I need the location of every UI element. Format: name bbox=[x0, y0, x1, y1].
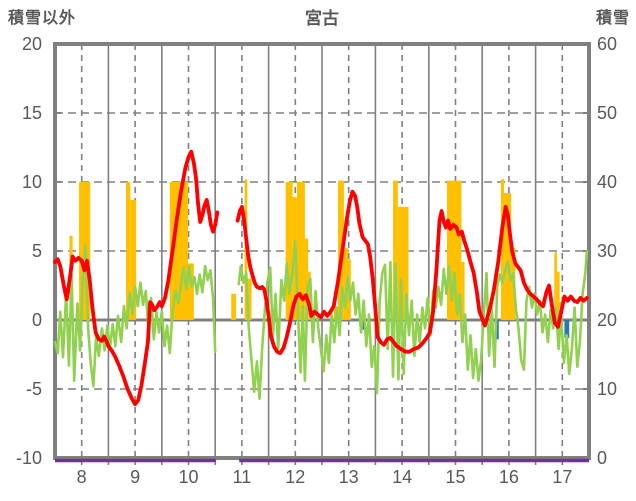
sunshine-bar bbox=[393, 180, 398, 320]
right-axis-tick-label: 30 bbox=[597, 241, 618, 261]
sunshine-bar bbox=[308, 271, 311, 320]
right-axis-tick-label: 40 bbox=[597, 172, 618, 192]
left-axis-tick-label: -5 bbox=[25, 379, 42, 399]
x-axis-tick-label: 16 bbox=[498, 467, 519, 487]
right-axis-tick-label: 50 bbox=[597, 103, 618, 123]
x-axis-tick-label: 11 bbox=[232, 467, 252, 487]
x-axis-tick-label: 12 bbox=[285, 467, 306, 487]
sunshine-bar bbox=[397, 206, 409, 320]
right-axis-tick-label: 10 bbox=[597, 379, 618, 399]
x-axis-tick-label: 8 bbox=[76, 467, 87, 487]
sunshine-bar bbox=[504, 193, 512, 320]
precip-bar bbox=[564, 320, 570, 338]
left-axis-tick-label: -10 bbox=[15, 448, 42, 468]
sunshine-bar bbox=[296, 182, 305, 320]
temperature-line-red bbox=[235, 189, 589, 356]
sunshine-bar bbox=[285, 182, 293, 320]
sunshine-bar bbox=[130, 199, 137, 320]
wind-line-green bbox=[53, 244, 217, 388]
right-axis-tick-label: 20 bbox=[597, 310, 618, 330]
right-axis-tick-label: 60 bbox=[597, 34, 618, 54]
left-axis-tick-label: 20 bbox=[21, 34, 42, 54]
sunshine-bar bbox=[304, 238, 309, 320]
sunshine-bar bbox=[247, 278, 252, 320]
left-axis-label: 積雪以外 bbox=[8, 10, 77, 27]
temperature-line-red bbox=[53, 149, 220, 407]
sunshine-bar bbox=[187, 263, 194, 320]
left-axis-tick-label: 10 bbox=[21, 172, 42, 192]
right-axis-tick-label: 0 bbox=[597, 448, 608, 468]
chart-title: 宮古 bbox=[305, 9, 339, 28]
sunshine-bar bbox=[556, 271, 560, 320]
x-axis-tick-label: 13 bbox=[338, 467, 359, 487]
x-axis-tick-label: 15 bbox=[445, 467, 466, 487]
sunshine-bar bbox=[461, 262, 465, 320]
sunshine-bar bbox=[231, 293, 237, 320]
x-axis-tick-label: 9 bbox=[130, 467, 141, 487]
sunshine-bar bbox=[169, 182, 188, 320]
left-axis-tick-label: 15 bbox=[21, 103, 42, 123]
sunshine-bar bbox=[500, 179, 505, 320]
sunshine-bar bbox=[554, 252, 557, 320]
left-axis-tick-label: 5 bbox=[31, 241, 42, 261]
x-axis-tick-label: 14 bbox=[392, 467, 413, 487]
right-axis-label: 積雪 bbox=[595, 10, 630, 27]
sunshine-bar bbox=[126, 182, 131, 320]
x-axis-tick-label: 10 bbox=[178, 467, 199, 487]
left-axis-tick-label: 0 bbox=[31, 310, 42, 330]
x-axis-tick-label: 17 bbox=[552, 467, 573, 487]
